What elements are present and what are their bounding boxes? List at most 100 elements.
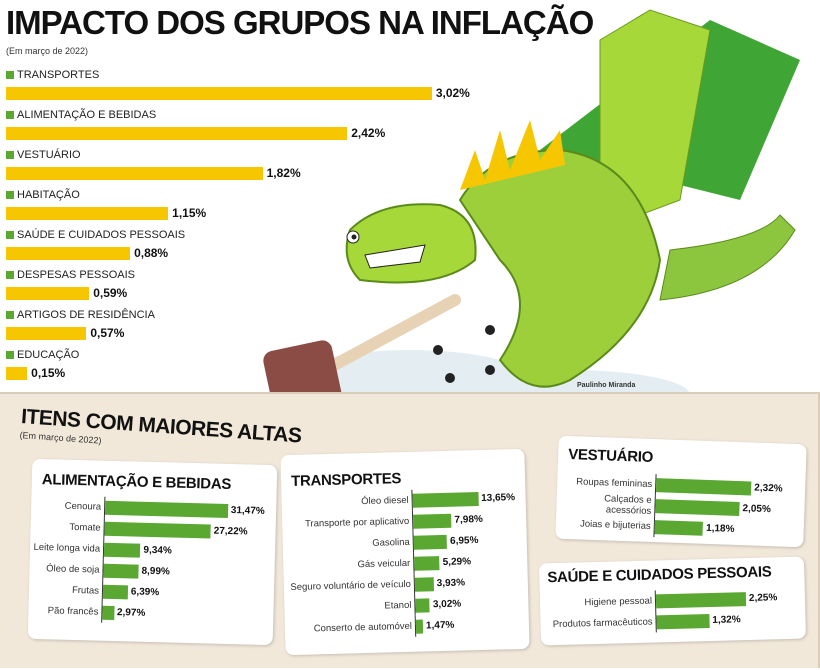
item-bar — [412, 491, 479, 508]
item-name: Gás veicular — [357, 557, 411, 571]
panel-title: SAÚDE E CUIDADOS PESSOAIS — [547, 563, 772, 587]
legend-square-icon — [6, 191, 14, 199]
panel-bars: Higiene pessoal 2,25% Produtos farmacêutic… — [540, 587, 778, 635]
item-value: 3,93% — [436, 577, 466, 590]
item-name: Produtos farmacêuticos — [552, 616, 653, 631]
group-bar — [6, 326, 87, 340]
group-bar-row: ALIMENTAÇÃO E BEBIDAS 2,42% — [6, 108, 385, 141]
item-value: 3,02% — [432, 598, 462, 611]
group-bar-row: ARTIGOS DE RESIDÊNCIA 0,57% — [6, 308, 155, 341]
item-value: 2,97% — [116, 607, 146, 619]
group-label: EDUCAÇÃO — [6, 348, 79, 362]
item-bar — [654, 519, 704, 536]
item-bar — [102, 605, 115, 620]
item-name: Leite longa vida — [33, 541, 101, 555]
legend-square-icon — [6, 71, 14, 79]
item-value: 2,32% — [754, 482, 783, 495]
item-name: Etanol — [384, 599, 412, 612]
group-bar — [6, 206, 169, 220]
legend-square-icon — [6, 271, 14, 279]
item-name: Seguro voluntário de veículo — [290, 578, 411, 594]
group-label: ARTIGOS DE RESIDÊNCIA — [6, 308, 155, 322]
item-name: Roupas femininas — [576, 476, 653, 490]
group-value: 3,02% — [435, 86, 470, 100]
panel-saude: SAÚDE E CUIDADOS PESSOAIS Higiene pessoa… — [538, 556, 807, 646]
item-bar — [104, 500, 229, 518]
group-label: VESTUÁRIO — [6, 148, 301, 162]
item-value: 1,32% — [712, 614, 741, 626]
panel-title: VESTUÁRIO — [567, 446, 654, 466]
dragon-tail — [659, 214, 796, 301]
group-label: DESPESAS PESSOAIS — [6, 268, 135, 282]
item-value: 13,65% — [480, 492, 516, 504]
group-bar — [6, 286, 90, 300]
dragon-claws — [433, 325, 495, 383]
panel-bars: Óleo diesel 13,65% Transporte por aplicati… — [281, 487, 518, 640]
group-bar — [6, 366, 28, 380]
group-bar — [6, 166, 263, 180]
group-bar — [6, 126, 348, 140]
item-value: 6,39% — [130, 586, 160, 599]
group-value: 2,42% — [351, 126, 386, 140]
dragon-illustration — [263, 9, 800, 420]
dragon-head — [345, 203, 477, 284]
group-name: TRANSPORTES — [17, 69, 100, 81]
panel-bars: Roupas femininas 2,32% Calçados e acessóri… — [555, 471, 783, 542]
item-name: Conserto de automóvel — [313, 620, 413, 635]
main-title: IMPACTO DOS GRUPOS NA INFLAÇÃO — [6, 4, 594, 41]
item-value: 9,34% — [143, 544, 172, 557]
legend-square-icon — [6, 151, 14, 159]
item-bar — [413, 534, 448, 550]
group-name: DESPESAS PESSOAIS — [17, 269, 135, 281]
dragon-teeth — [364, 244, 426, 269]
item-name: Calçados e acessórios — [603, 492, 652, 517]
bar-row: 0,59% — [6, 285, 135, 301]
bar-row: 3,02% — [6, 85, 470, 101]
item-bar — [415, 597, 431, 613]
group-value: 0,59% — [93, 286, 128, 300]
main-subtitle: (Em março de 2022) — [6, 46, 89, 56]
group-name: HABITAÇÃO — [17, 189, 80, 201]
bar-row: 0,88% — [6, 245, 185, 261]
dragon-spikes — [460, 120, 565, 190]
item-bar — [102, 584, 129, 599]
item-value: 1,47% — [425, 619, 455, 632]
group-value: 1,82% — [266, 166, 301, 180]
legend-square-icon — [6, 111, 14, 119]
group-bar — [6, 246, 131, 260]
group-bar-row: EDUCAÇÃO 0,15% — [6, 348, 79, 381]
panel-alimentacao: ALIMENTAÇÃO E BEBIDAS Cenoura 31,47% Tomat… — [27, 458, 278, 646]
item-bar — [656, 613, 710, 629]
group-name: ARTIGOS DE RESIDÊNCIA — [17, 309, 155, 321]
item-bar — [103, 542, 141, 558]
group-value: 1,15% — [172, 206, 207, 220]
group-name: SAÚDE E CUIDADOS PESSOAIS — [17, 229, 186, 241]
bar-row: 1,82% — [6, 165, 301, 181]
item-value: 2,25% — [748, 592, 778, 604]
item-bar — [414, 576, 434, 592]
item-name: Transporte por aplicativo — [304, 515, 410, 530]
panel-bars: Cenoura 31,47% Tomate 27,22% Leite longa vid… — [28, 495, 265, 627]
item-bar — [103, 563, 139, 579]
panel-title: TRANSPORTES — [290, 470, 402, 490]
item-name: Cenoura — [64, 500, 102, 513]
item-bar — [413, 513, 452, 529]
item-bar — [415, 619, 424, 634]
item-name: Pão francês — [47, 605, 99, 618]
group-name: ALIMENTAÇÃO E BEBIDAS — [17, 109, 157, 121]
item-name: Óleo diesel — [360, 494, 409, 508]
group-label: ALIMENTAÇÃO E BEBIDAS — [6, 108, 385, 122]
group-bar — [6, 86, 432, 100]
item-value: 31,47% — [230, 505, 265, 517]
item-value: 6,95% — [449, 535, 479, 547]
group-value: 0,15% — [31, 366, 66, 380]
bar-row: 0,57% — [6, 325, 155, 341]
bar-row: 2,42% — [6, 125, 385, 141]
group-name: EDUCAÇÃO — [17, 349, 80, 361]
group-bar-row: TRANSPORTES 3,02% — [6, 68, 470, 101]
panel-vestuario: VESTUÁRIO Roupas femininas 2,32% Calçados … — [555, 435, 807, 548]
group-bar-row: VESTUÁRIO 1,82% — [6, 148, 301, 181]
item-name: Higiene pessoal — [584, 595, 653, 609]
item-value: 1,18% — [705, 522, 735, 535]
item-bar — [655, 498, 740, 516]
